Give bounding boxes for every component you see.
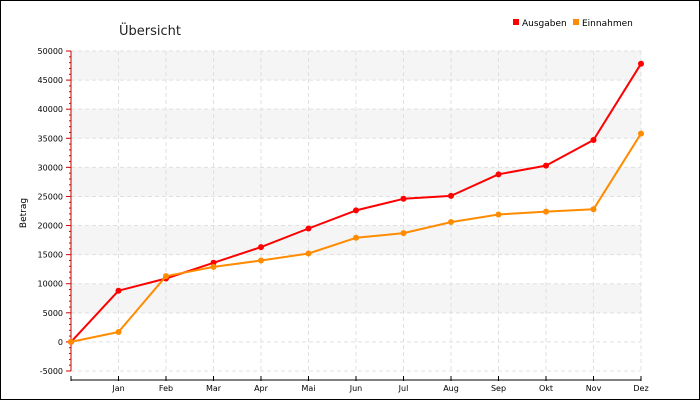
data-point-einnahmen [638,130,644,137]
x-tick-label: Feb [159,384,173,393]
data-point-ausgaben [590,137,597,144]
x-tick-label: Dez [633,384,648,393]
x-tick-label: Aug [443,384,459,393]
data-point-einnahmen [68,338,74,345]
chart-title: Übersicht [119,22,181,39]
y-axis-title: Betrag [19,198,29,228]
data-point-ausgaben [400,195,407,202]
y-axis-ticks: -5000 0 5000 10000 15000 20000 25000 30000 35000… [38,47,71,376]
data-point-ausgaben [115,287,122,294]
data-point-einnahmen [210,263,217,270]
data-point-einnahmen [163,273,169,280]
y-tick-label: 5000 [43,309,63,318]
x-axis-ticks: Jan Feb Mar Apr Mai Jun Jul Aug Sep Okt Nov Dez [70,376,649,393]
y-tick-label: 30000 [38,163,63,172]
x-tick-label: Mai [301,384,315,393]
x-tick-label: Mar [206,384,222,393]
x-tick-label: Apr [254,384,269,393]
data-point-ausgaben [353,207,359,214]
data-point-einnahmen [115,329,122,336]
y-tick-label: 0 [58,338,63,347]
legend-label-einnahmen: Einnahmen [582,19,633,29]
data-point-ausgaben [448,192,454,199]
grid-bands [71,51,641,313]
y-tick-label: -5000 [40,367,63,376]
legend-swatch-einnahmen [573,19,579,25]
y-tick-label: 50000 [38,47,63,56]
x-tick-label: Jan [111,384,124,393]
data-point-einnahmen [590,206,597,213]
data-point-einnahmen [353,234,359,241]
data-point-ausgaben [305,225,312,232]
x-tick-label: Jul [398,384,409,393]
data-point-ausgaben [638,60,644,67]
legend: Ausgaben Einnahmen [513,19,633,29]
y-tick-label: 15000 [38,251,63,260]
x-tick-label: Jun [349,384,363,393]
y-tick-label: 25000 [38,192,63,201]
series-group [68,60,644,345]
y-tick-label: 20000 [38,222,63,231]
data-point-einnahmen [258,257,264,264]
legend-swatch-ausgaben [513,19,519,25]
grid-lines [71,50,642,372]
data-point-einnahmen [448,219,454,226]
data-point-einnahmen [543,208,549,215]
x-tick-label: Nov [586,384,602,393]
legend-label-ausgaben: Ausgaben [522,19,567,29]
data-point-ausgaben [258,244,264,251]
y-tick-label: 10000 [38,280,63,289]
data-point-ausgaben [495,171,502,178]
data-point-einnahmen [495,211,502,218]
y-tick-label: 35000 [38,134,63,143]
data-point-ausgaben [543,162,549,169]
data-point-einnahmen [400,230,407,237]
y-tick-label: 40000 [38,105,63,114]
data-point-einnahmen [305,250,312,257]
y-tick-label: 45000 [38,76,63,85]
x-tick-label: Sep [491,384,506,393]
x-tick-label: Okt [539,384,553,393]
